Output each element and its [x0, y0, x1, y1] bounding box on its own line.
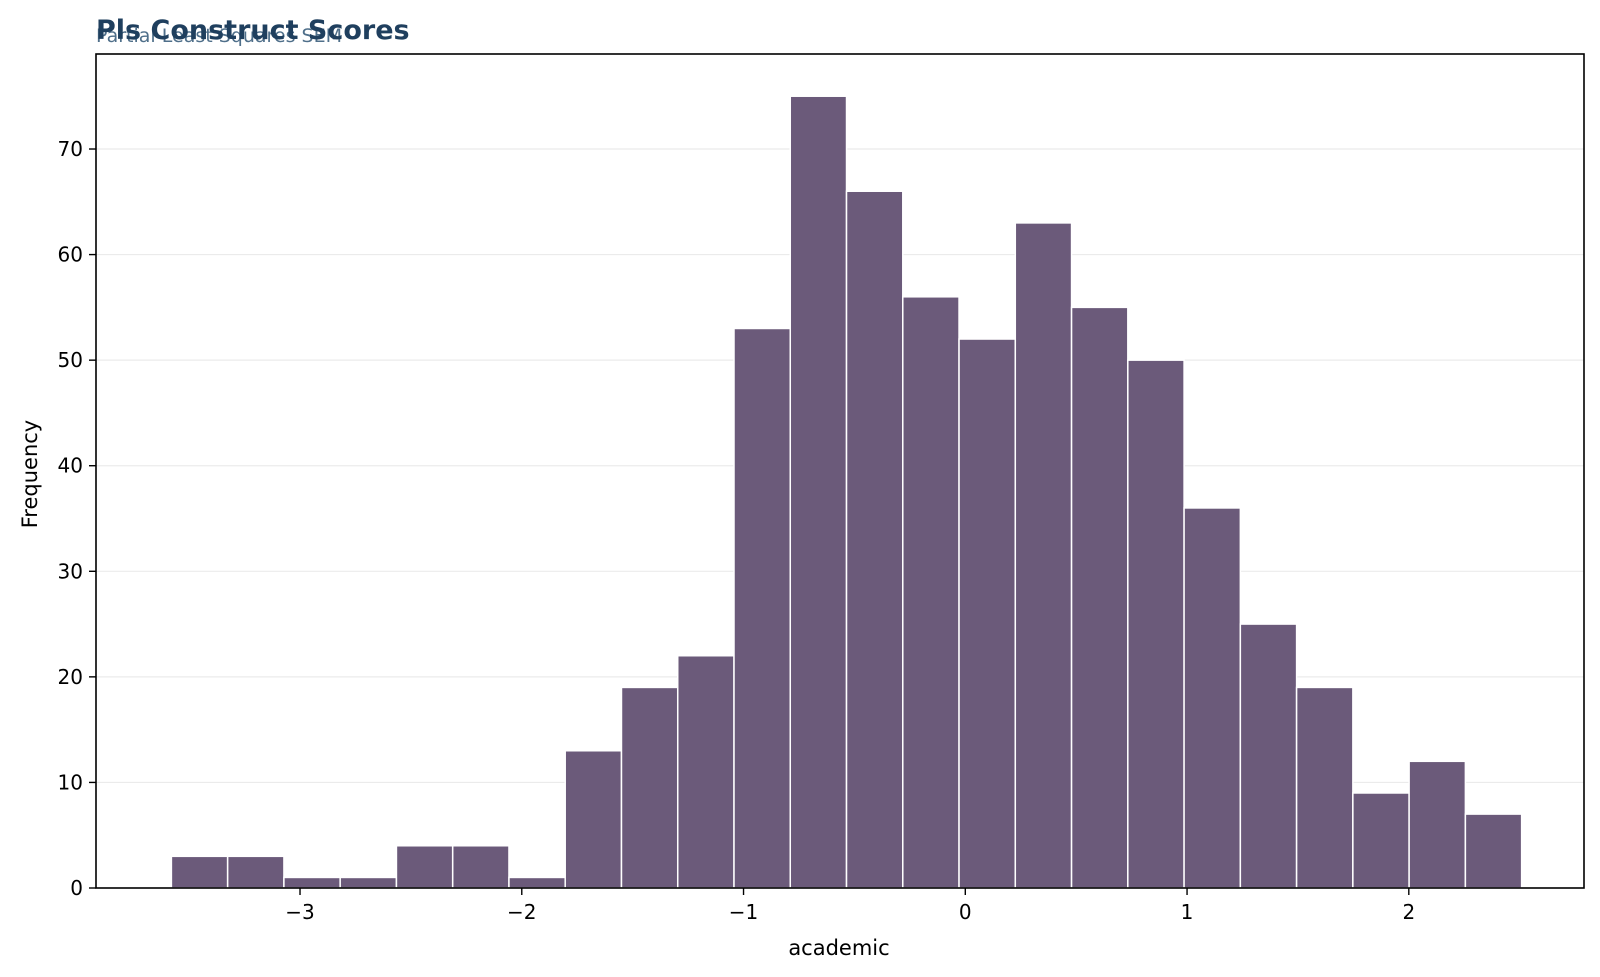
chart-title: Pls Construct Scores	[96, 15, 410, 46]
x-tick-label: −2	[507, 900, 536, 924]
histogram-bar	[903, 297, 959, 888]
y-tick-label: 0	[70, 876, 83, 900]
x-axis-ticks: −3 −2 −1 0 1 2	[285, 888, 1415, 924]
histogram-bar	[790, 96, 846, 888]
histogram-bar	[340, 877, 396, 888]
histogram-bar	[453, 846, 509, 888]
y-tick-label: 30	[58, 559, 83, 583]
y-tick-label: 20	[58, 665, 83, 689]
y-tick-label: 10	[58, 770, 83, 794]
histogram-bar	[1297, 687, 1353, 888]
histogram-bar	[228, 856, 284, 888]
histogram-bar	[734, 328, 790, 888]
histogram-bar	[1015, 223, 1071, 888]
histogram-bar	[959, 339, 1015, 888]
histogram-bar	[171, 856, 227, 888]
histogram-bar	[284, 877, 340, 888]
histogram-bars	[171, 96, 1521, 888]
histogram-bar	[396, 846, 452, 888]
histogram-bar	[1353, 793, 1409, 888]
y-tick-label: 60	[58, 243, 83, 267]
histogram-bar	[621, 687, 677, 888]
histogram-bar	[847, 191, 903, 888]
histogram-bar	[1240, 624, 1296, 888]
histogram-bar	[1072, 307, 1128, 888]
y-tick-label: 40	[58, 454, 83, 478]
x-tick-label: −3	[285, 900, 314, 924]
y-axis-ticks: 0 10 20 30 40 50 60 70	[58, 137, 96, 900]
y-tick-label: 50	[58, 348, 83, 372]
histogram-bar	[1409, 761, 1465, 888]
histogram-bar	[1465, 814, 1521, 888]
x-tick-label: −1	[729, 900, 758, 924]
histogram-bar	[1128, 360, 1184, 888]
x-tick-label: 2	[1402, 900, 1415, 924]
x-tick-label: 1	[1181, 900, 1194, 924]
y-tick-label: 70	[58, 137, 83, 161]
histogram-bar	[509, 877, 565, 888]
x-axis-label: academic	[788, 936, 889, 960]
x-tick-label: 0	[959, 900, 972, 924]
histogram-bar	[1184, 508, 1240, 888]
y-axis-label: Frequency	[18, 420, 42, 529]
histogram-bar	[678, 656, 734, 888]
histogram-bar	[565, 751, 621, 888]
